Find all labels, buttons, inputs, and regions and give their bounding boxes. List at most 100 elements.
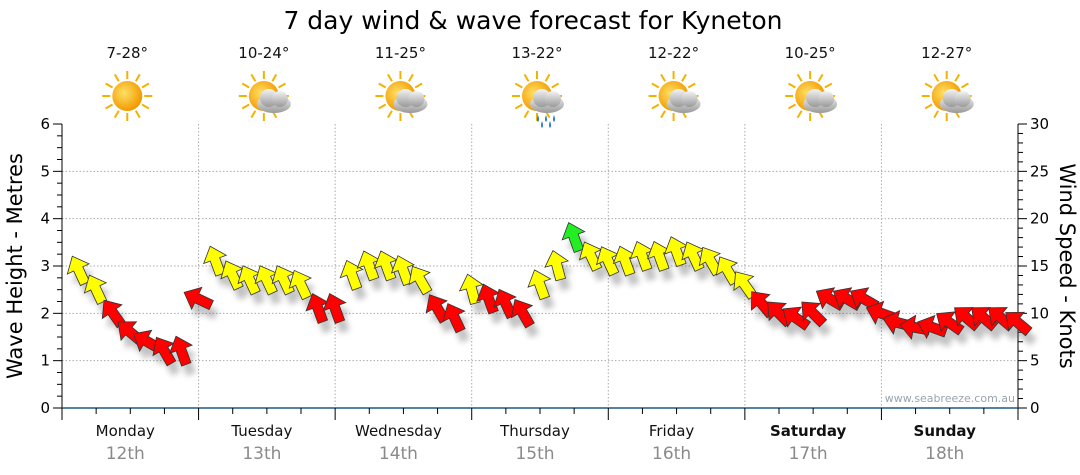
wind-arrow <box>83 274 108 305</box>
sunny-icon <box>102 71 153 121</box>
left-tick-label: 2 <box>40 304 50 322</box>
sun-ray <box>924 103 933 110</box>
left-tick-label: 5 <box>40 162 50 180</box>
sun-ray <box>408 73 414 82</box>
sun-ray <box>113 73 120 82</box>
sun-ray <box>378 82 387 89</box>
temperature-range: 12-27° <box>921 44 972 62</box>
sun-ray <box>924 82 933 89</box>
wind-arrow <box>801 301 828 328</box>
date-label: 13th <box>242 444 281 464</box>
wind-arrow <box>390 255 415 287</box>
right-axis-label: Wind Speed - Knots <box>1055 163 1079 368</box>
right-tick-label: 10 <box>1030 304 1049 322</box>
wind-arrow <box>527 269 552 301</box>
sun-ray <box>105 82 114 89</box>
date-label: 15th <box>515 444 554 464</box>
sun-ray <box>241 82 250 89</box>
cloud <box>393 89 428 113</box>
day-label: Monday <box>96 422 155 440</box>
sun-ray <box>523 110 530 119</box>
partly-cloudy-icon <box>375 71 428 121</box>
date-label: 12th <box>106 444 145 464</box>
day-label: Thursday <box>499 422 570 440</box>
sun-ray <box>796 73 803 82</box>
wind-arrow <box>917 314 949 340</box>
wind-arrow <box>66 255 91 287</box>
cloud <box>666 89 701 113</box>
wind-arrow <box>183 286 214 311</box>
right-tick-label: 30 <box>1030 115 1049 133</box>
sun-ray <box>250 110 257 119</box>
sun-ray <box>414 82 423 89</box>
wind-arrow <box>815 287 846 312</box>
sun <box>112 81 143 111</box>
sun-ray <box>141 82 150 89</box>
watermark: www.seabreeze.com.au <box>885 392 1015 405</box>
left-tick-label: 4 <box>40 210 50 228</box>
wind-arrow <box>544 249 570 282</box>
wind-arrow <box>458 273 484 305</box>
date-label: 18th <box>925 444 964 464</box>
raindrop <box>545 115 547 122</box>
wind-arrow <box>782 306 811 331</box>
cloud-part <box>681 91 698 107</box>
sun-ray <box>514 82 523 89</box>
sun-ray <box>954 73 961 82</box>
sun-ray <box>551 82 560 89</box>
day-label: Sunday <box>914 422 977 440</box>
sun-ray <box>960 82 969 89</box>
sun-ray <box>271 73 278 82</box>
sun-ray <box>787 103 796 110</box>
day-label: Wednesday <box>355 422 442 440</box>
day-label: Tuesday <box>230 422 292 440</box>
wind-arrow <box>322 292 347 324</box>
sun-ray <box>523 73 530 82</box>
wind-arrow <box>832 287 863 312</box>
temperature-range: 11-25° <box>375 44 426 62</box>
sun-ray <box>134 73 141 82</box>
sun-ray <box>387 110 393 119</box>
right-tick-label: 15 <box>1030 257 1049 275</box>
right-tick-label: 20 <box>1030 210 1049 228</box>
sun-ray <box>387 73 393 82</box>
sun-ray <box>824 82 833 89</box>
temperature-range: 12-22° <box>648 44 699 62</box>
sun-ray <box>134 110 141 119</box>
left-tick-label: 0 <box>40 399 50 417</box>
cloud-part <box>271 91 288 107</box>
wind-arrow <box>1005 311 1033 337</box>
raindrop <box>549 121 551 128</box>
sun-ray <box>105 103 114 110</box>
left-tick-label: 3 <box>40 257 50 275</box>
left-tick-label: 6 <box>40 115 50 133</box>
sun-ray <box>141 103 150 110</box>
wind-arrow <box>408 265 433 296</box>
left-tick-label: 1 <box>40 352 50 370</box>
sun-ray <box>113 110 120 119</box>
sun-ray <box>681 73 687 82</box>
cloud-part <box>954 91 971 107</box>
raindrop <box>553 115 555 122</box>
day-label: Friday <box>649 422 695 440</box>
partly-cloudy-icon <box>785 71 838 121</box>
sun-ray <box>241 103 250 110</box>
wind-arrow <box>561 221 586 253</box>
right-tick-label: 5 <box>1030 352 1040 370</box>
cloud <box>256 89 291 113</box>
sun-ray <box>796 110 803 119</box>
sun-ray <box>787 82 796 89</box>
wind-arrow <box>936 311 965 336</box>
left-axis-label: Wave Height - Metres <box>3 153 27 379</box>
cloud <box>939 89 974 113</box>
raindrop <box>537 115 539 122</box>
chart-title: 7 day wind & wave forecast for Kyneton <box>283 6 782 35</box>
cloud <box>803 89 838 113</box>
cloud-part <box>545 91 561 107</box>
date-label: 14th <box>379 444 418 464</box>
wind-arrow <box>510 298 535 329</box>
sun-ray <box>817 73 824 82</box>
temperature-range: 7-28° <box>107 44 149 62</box>
sun-ray <box>933 110 940 119</box>
